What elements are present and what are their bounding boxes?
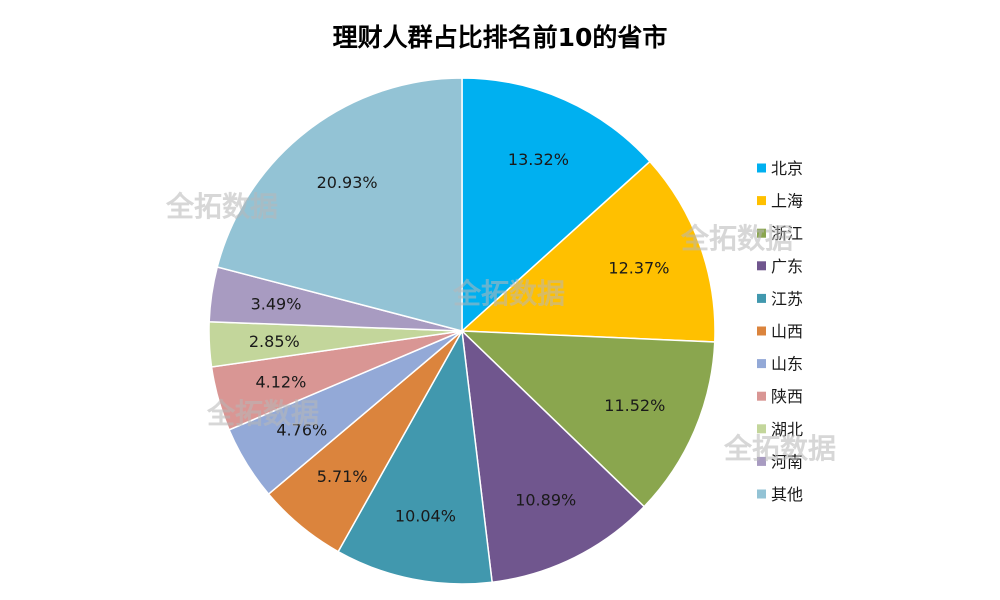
legend-label-4: 江苏 xyxy=(771,289,803,308)
watermark-text-1: 全拓数据 xyxy=(452,277,565,310)
pie-slices xyxy=(208,77,716,585)
pie-slice-3 xyxy=(461,328,646,584)
legend-label-2: 浙江 xyxy=(771,224,803,243)
data-label-6: 4.76% xyxy=(276,420,327,439)
legend-label-8: 湖北 xyxy=(771,420,803,439)
legend-label-6: 山东 xyxy=(771,355,803,374)
pie-slice-0 xyxy=(461,77,651,333)
watermark-text-2: 全拓数据 xyxy=(680,222,793,255)
data-label-7: 4.12% xyxy=(255,373,306,392)
legend-label-3: 广东 xyxy=(771,257,803,276)
data-label-1: 12.37% xyxy=(608,258,669,277)
data-label-2: 11.52% xyxy=(604,396,665,415)
legend-swatch-7 xyxy=(757,391,766,401)
legend-swatch-0 xyxy=(757,163,766,173)
legend-swatch-3 xyxy=(757,261,766,271)
legend-swatch-8 xyxy=(757,424,766,434)
data-label-4: 10.04% xyxy=(395,506,456,525)
data-label-0: 13.32% xyxy=(508,150,569,169)
watermark-text-3: 全拓数据 xyxy=(206,397,319,430)
data-label-10: 20.93% xyxy=(317,173,378,192)
pie-slice-2 xyxy=(460,330,716,508)
pie-slice-4 xyxy=(337,328,493,585)
data-label-8: 2.85% xyxy=(249,332,300,351)
legend-label-1: 上海 xyxy=(771,192,803,211)
slice-labels: 13.32% 12.37% 11.52% 10.89% 10.04% 5.71% 4.76%… xyxy=(249,150,670,525)
legend-label-10: 其他 xyxy=(771,485,803,504)
data-label-9: 3.49% xyxy=(251,295,302,314)
legend-swatch-10 xyxy=(757,489,766,499)
legend-swatch-6 xyxy=(757,359,766,369)
legend-label-9: 河南 xyxy=(771,452,803,471)
watermark-text-0: 全拓数据 xyxy=(165,190,278,223)
pie-slice-10 xyxy=(216,77,463,332)
watermark-text-4: 全拓数据 xyxy=(723,432,836,465)
legend-label-0: 北京 xyxy=(771,159,803,178)
legend-swatch-5 xyxy=(757,326,766,336)
legend-swatch-4 xyxy=(757,293,766,303)
data-label-3: 10.89% xyxy=(515,490,576,509)
legend-swatch-1 xyxy=(757,196,766,206)
legend-label-7: 陕西 xyxy=(771,387,803,406)
chart-title: 理财人群占比排名前10的省市 xyxy=(333,23,668,52)
legend-swatch-2 xyxy=(757,228,766,238)
data-label-5: 5.71% xyxy=(317,467,368,486)
legend-swatch-9 xyxy=(757,456,766,466)
pie-slice-1 xyxy=(460,160,716,343)
legend-label-5: 山西 xyxy=(771,322,803,341)
